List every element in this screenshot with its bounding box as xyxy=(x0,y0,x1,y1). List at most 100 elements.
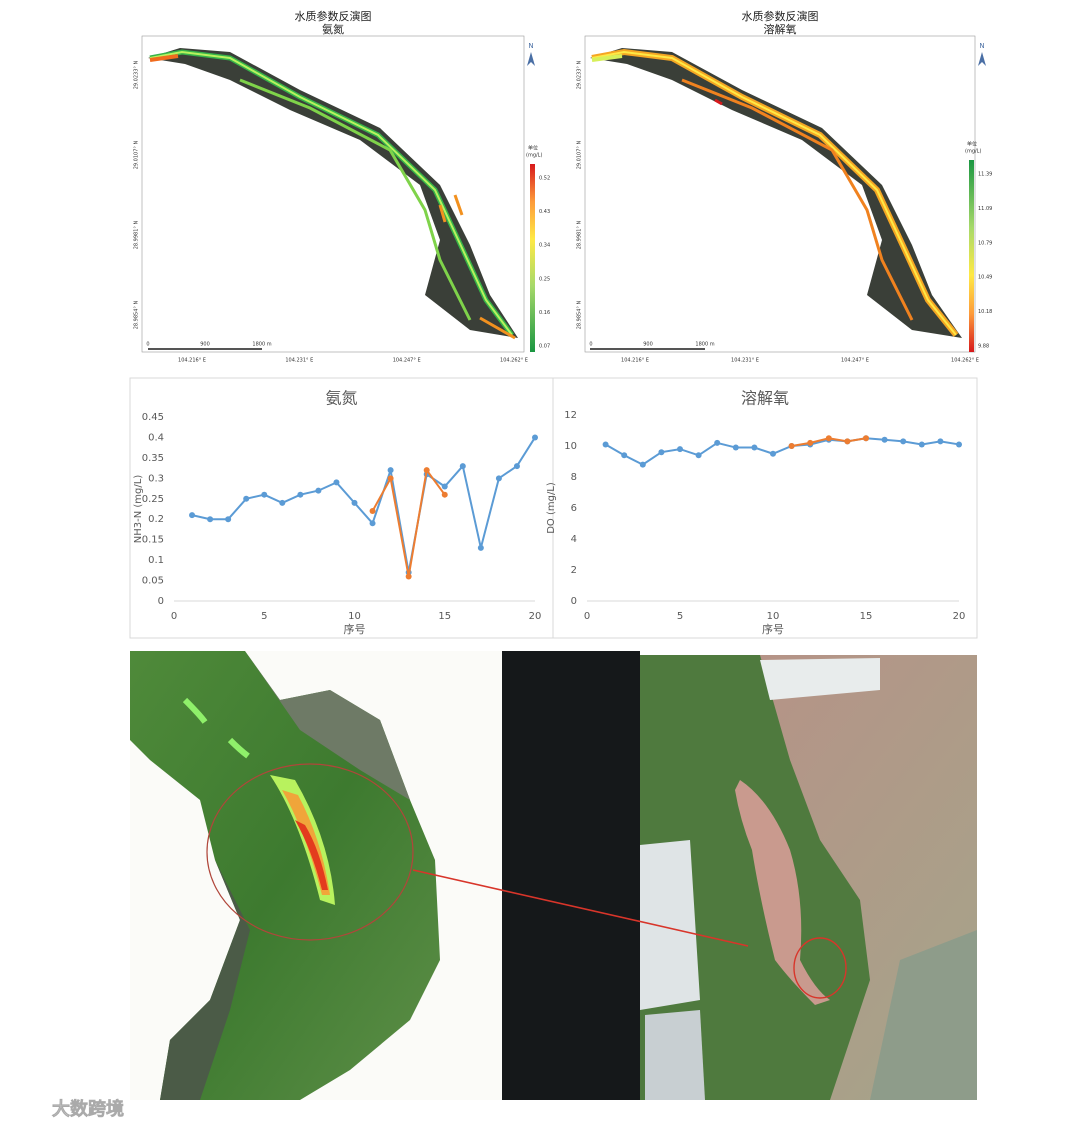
map-labels: 水质参数反演图氨氮N单位(mg/L)0.520.430.340.250.160.… xyxy=(134,9,993,364)
series-line xyxy=(605,437,960,466)
data-point xyxy=(658,449,665,456)
map-panel xyxy=(141,35,535,353)
data-point xyxy=(602,441,609,448)
x-tick-label: 10 xyxy=(767,611,780,622)
data-point xyxy=(261,491,268,498)
y-tick-label: 0.4 xyxy=(148,432,164,443)
photo-right xyxy=(640,655,977,1100)
legend-label: 11.09 xyxy=(978,206,992,212)
lat-label: 29.0233° N xyxy=(577,60,583,89)
data-point xyxy=(297,491,304,498)
y-tick-label: 10 xyxy=(564,441,577,452)
data-point xyxy=(351,499,358,506)
data-point xyxy=(677,446,683,453)
x-tick-label: 15 xyxy=(860,611,873,622)
data-point xyxy=(369,508,376,515)
y-axis-label: DO (mg/L) xyxy=(546,482,557,534)
data-point xyxy=(918,441,925,448)
data-point xyxy=(441,491,448,498)
data-point xyxy=(732,444,739,451)
x-tick-label: 0 xyxy=(584,611,590,622)
data-point xyxy=(405,573,412,580)
legend-title: 单位 xyxy=(967,141,977,148)
scale-label: 0 xyxy=(146,342,149,348)
data-point xyxy=(844,438,851,445)
data-point xyxy=(441,483,448,490)
data-point xyxy=(825,435,832,442)
data-point xyxy=(900,438,907,445)
y-tick-label: 4 xyxy=(571,534,577,545)
data-point xyxy=(513,463,520,470)
north-arrow xyxy=(527,52,535,66)
data-point xyxy=(863,435,869,442)
y-axis-label: NH3-N (mg/L) xyxy=(133,475,144,544)
y-tick-label: 0.45 xyxy=(142,412,164,423)
y-tick-label: 2 xyxy=(571,565,577,576)
lat-label: 28.9981° N xyxy=(134,220,140,249)
scale-label: 1800 m xyxy=(252,342,271,348)
legend-label: 0.16 xyxy=(539,310,550,316)
lon-label: 104.247° E xyxy=(393,358,421,364)
y-tick-label: 0.2 xyxy=(148,514,164,525)
legend-label: 10.49 xyxy=(978,275,992,281)
legend-title: 单位 xyxy=(528,145,538,152)
map-subtitle: 氨氮 xyxy=(322,22,344,36)
scale-label: 1800 m xyxy=(695,342,714,348)
legend-label: 0.07 xyxy=(539,344,550,350)
lat-label: 28.9854° N xyxy=(577,300,583,329)
data-point xyxy=(714,439,721,446)
lon-label: 104.262° E xyxy=(500,358,528,364)
data-point xyxy=(751,444,758,451)
data-point xyxy=(315,487,322,494)
data-point xyxy=(207,516,214,523)
lat-label: 28.9981° N xyxy=(577,220,583,249)
scale-label: 0 xyxy=(589,342,592,348)
legend-label: 0.52 xyxy=(539,176,550,182)
data-point xyxy=(387,475,394,482)
legend-unit: (mg/L) xyxy=(965,149,981,155)
x-tick-label: 10 xyxy=(348,611,361,622)
lon-label: 104.231° E xyxy=(731,358,759,364)
legend-label: 10.79 xyxy=(978,240,992,246)
y-tick-label: 0.15 xyxy=(142,535,164,546)
lon-label: 104.247° E xyxy=(841,358,869,364)
data-point xyxy=(225,516,232,523)
data-point xyxy=(956,441,962,448)
legend-label: 0.43 xyxy=(539,209,550,215)
x-axis-label: 序号 xyxy=(762,622,784,636)
map-title: 水质参数反演图 xyxy=(295,9,372,23)
y-tick-label: 6 xyxy=(571,503,577,514)
legend-unit: (mg/L) xyxy=(526,153,542,159)
x-tick-label: 15 xyxy=(438,611,451,622)
map-panel xyxy=(584,35,976,353)
data-point xyxy=(788,443,795,449)
legend-label: 0.34 xyxy=(539,243,550,249)
data-point xyxy=(639,461,646,468)
lon-label: 104.262° E xyxy=(951,358,979,364)
map-title: 水质参数反演图 xyxy=(742,9,819,23)
chart-title: 氨氮 xyxy=(325,389,357,408)
watermark: 大数跨境 xyxy=(52,1098,124,1120)
data-point xyxy=(243,495,250,502)
lat-label: 28.9854° N xyxy=(134,300,140,329)
x-tick-label: 5 xyxy=(261,611,267,622)
x-tick-label: 20 xyxy=(529,611,542,622)
y-tick-label: 0.25 xyxy=(142,494,164,505)
data-point xyxy=(881,436,888,443)
north-label: N xyxy=(528,42,533,50)
data-point xyxy=(369,520,376,527)
data-point xyxy=(695,452,702,459)
chart-frame xyxy=(129,377,554,639)
lat-label: 29.0107° N xyxy=(577,140,583,169)
data-point xyxy=(621,452,628,459)
data-point xyxy=(807,439,814,446)
legend-label: 11.39 xyxy=(978,172,992,178)
photo-left xyxy=(130,651,502,1100)
series-line xyxy=(191,436,536,573)
data-point xyxy=(387,467,394,474)
lon-label: 104.216° E xyxy=(178,358,206,364)
data-point xyxy=(189,512,196,519)
legend-label: 10.18 xyxy=(978,309,992,315)
scale-label: 900 xyxy=(643,342,653,348)
